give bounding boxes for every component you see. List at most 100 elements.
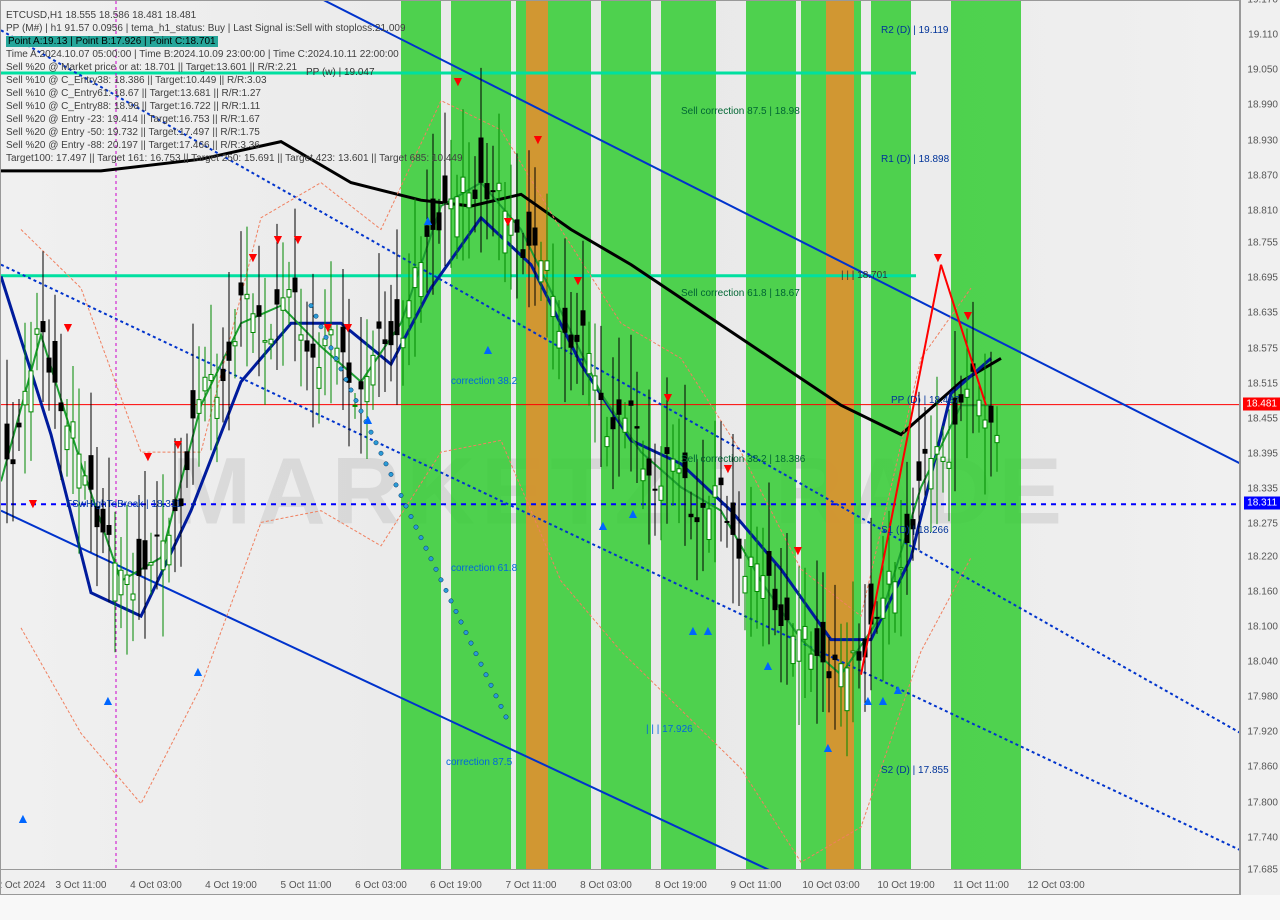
x-tick-label: 3 Oct 11:00 bbox=[56, 880, 107, 891]
session-band bbox=[661, 1, 716, 869]
y-tick-label: 18.930 bbox=[1247, 135, 1278, 146]
chart-annotation: Sell correction 87.5 | 18.98 bbox=[681, 106, 800, 117]
y-tick-label: 18.990 bbox=[1247, 100, 1278, 111]
y-tick-label: 18.455 bbox=[1247, 413, 1278, 424]
x-tick-label: 7 Oct 11:00 bbox=[506, 880, 557, 891]
arrow-down-icon: ▼ bbox=[661, 389, 675, 405]
arrow-up-icon: ▲ bbox=[626, 505, 640, 521]
y-tick-label: 19.170 bbox=[1247, 0, 1278, 6]
arrow-down-icon: ▼ bbox=[501, 213, 515, 229]
chart-annotation: correction 61.8 bbox=[451, 563, 517, 574]
y-tick-label: 18.810 bbox=[1247, 205, 1278, 216]
y-tick-label: 18.275 bbox=[1247, 519, 1278, 530]
arrow-up-icon: ▲ bbox=[761, 657, 775, 673]
info-text-line: ETCUSD,H1 18.555 18.586 18.481 18.481 bbox=[6, 10, 196, 21]
arrow-up-icon: ▲ bbox=[361, 411, 375, 427]
info-text-line: Target100: 17.497 || Target 161: 16.753 … bbox=[6, 153, 463, 164]
x-tick-label: 11 Oct 11:00 bbox=[953, 880, 1009, 891]
y-tick-label: 17.685 bbox=[1247, 865, 1278, 876]
arrow-up-icon: ▲ bbox=[891, 681, 905, 697]
arrow-down-icon: ▼ bbox=[721, 460, 735, 476]
chart-annotation: R1 (D) | 18.898 bbox=[881, 154, 949, 165]
session-band bbox=[451, 1, 511, 869]
y-tick-label: 19.110 bbox=[1248, 30, 1278, 41]
info-text-line: PP (M#) | h1 91.57 0.0956 | tema_h1_stat… bbox=[6, 23, 406, 34]
info-text-line: Sell %10 @ C_Entry61: 18.67 || Target:13… bbox=[6, 88, 261, 99]
y-tick-label: 18.695 bbox=[1247, 273, 1278, 284]
info-text-line: Point A:19.13 | Point B:17.926 | Point C… bbox=[6, 36, 218, 47]
x-tick-label: 9 Oct 11:00 bbox=[731, 880, 782, 891]
chart-annotation: R2 (D) | 19.119 bbox=[881, 25, 948, 36]
y-tick-label: 18.515 bbox=[1247, 378, 1278, 389]
y-axis: 19.170 19.110 19.050 18.990 18.930 18.870 18.8… bbox=[1240, 0, 1280, 895]
arrow-down-icon: ▼ bbox=[321, 319, 335, 335]
arrow-down-icon: ▼ bbox=[171, 436, 185, 452]
y-tick-label: 18.160 bbox=[1247, 586, 1278, 597]
arrow-up-icon: ▲ bbox=[701, 622, 715, 638]
arrow-down-icon: ▼ bbox=[26, 495, 40, 511]
chart-annotation: PP (D) | 18.487 bbox=[891, 395, 960, 406]
current-price-marker: 18.481 bbox=[1243, 397, 1280, 410]
x-tick-label: 8 Oct 03:00 bbox=[580, 880, 632, 891]
x-axis: 2 Oct 20243 Oct 11:004 Oct 03:004 Oct 19… bbox=[1, 869, 1240, 894]
arrow-up-icon: ▲ bbox=[191, 663, 205, 679]
arrow-up-icon: ▲ bbox=[686, 622, 700, 638]
arrow-down-icon: ▼ bbox=[571, 272, 585, 288]
x-tick-label: 6 Oct 19:00 bbox=[430, 880, 482, 891]
info-text-line: Sell %10 @ C_Entry38: 18.386 || Target:1… bbox=[6, 75, 267, 86]
chart-annotation: | | | 18.701 bbox=[841, 270, 888, 281]
arrow-down-icon: ▼ bbox=[451, 73, 465, 89]
arrow-down-icon: ▼ bbox=[246, 249, 260, 265]
arrow-up-icon: ▲ bbox=[821, 739, 835, 755]
arrow-up-icon: ▲ bbox=[421, 212, 435, 228]
info-text-line: Sell %20 @ Entry -23: 19.414 || Target:1… bbox=[6, 114, 260, 125]
arrow-up-icon: ▲ bbox=[16, 810, 30, 826]
y-tick-label: 19.050 bbox=[1247, 65, 1278, 76]
arrow-down-icon: ▼ bbox=[931, 249, 945, 265]
x-tick-label: 10 Oct 03:00 bbox=[802, 880, 859, 891]
arrow-down-icon: ▼ bbox=[271, 231, 285, 247]
x-tick-label: 2 Oct 2024 bbox=[0, 880, 45, 891]
arrow-up-icon: ▲ bbox=[101, 692, 115, 708]
session-band bbox=[746, 1, 796, 869]
x-tick-label: 6 Oct 03:00 bbox=[355, 880, 407, 891]
x-tick-label: 5 Oct 11:00 bbox=[281, 880, 332, 891]
y-tick-label: 17.920 bbox=[1247, 727, 1278, 738]
y-tick-label: 17.740 bbox=[1247, 832, 1278, 843]
chart-annotation: FSwHighToBreak | 18.311 bbox=[66, 499, 181, 510]
info-text-line: Sell %20 @ Market price or at: 18.701 ||… bbox=[6, 62, 297, 73]
x-tick-label: 12 Oct 03:00 bbox=[1027, 880, 1084, 891]
arrow-down-icon: ▼ bbox=[341, 319, 355, 335]
chart-annotation: PP (w) | 19.047 bbox=[306, 67, 375, 78]
x-tick-label: 10 Oct 19:00 bbox=[877, 880, 934, 891]
chart-annotation: Sell correction 61.8 | 18.67 bbox=[681, 288, 800, 299]
arrow-up-icon: ▲ bbox=[481, 341, 495, 357]
y-tick-label: 17.860 bbox=[1247, 762, 1278, 773]
y-tick-label: 17.980 bbox=[1247, 692, 1278, 703]
session-band bbox=[401, 1, 441, 869]
info-text-line: Time A:2024.10.07 05:00:00 | Time B:2024… bbox=[6, 49, 399, 60]
arrow-up-icon: ▲ bbox=[596, 517, 610, 533]
info-text-line: Sell %20 @ Entry -88: 20.197 || Target:1… bbox=[6, 140, 260, 151]
y-tick-label: 17.800 bbox=[1247, 797, 1278, 808]
session-band bbox=[871, 1, 911, 869]
info-text-line: Sell %10 @ C_Entry88: 18.98 || Target:16… bbox=[6, 101, 260, 112]
chart-annotation: correction 38.2 bbox=[451, 376, 517, 387]
arrow-down-icon: ▼ bbox=[291, 231, 305, 247]
y-tick-label: 18.870 bbox=[1247, 170, 1278, 181]
y-tick-label: 18.220 bbox=[1247, 551, 1278, 562]
y-tick-label: 18.635 bbox=[1247, 308, 1278, 319]
dash-price-marker: 18.311 bbox=[1244, 497, 1280, 510]
session-band bbox=[951, 1, 1021, 869]
arrow-down-icon: ▼ bbox=[531, 131, 545, 147]
arrow-up-icon: ▲ bbox=[876, 692, 890, 708]
chart-annotation: correction 87.5 bbox=[446, 757, 512, 768]
chart-annotation: Sell correction 38.2 | 18.386 bbox=[681, 454, 805, 465]
info-text-line: Sell %20 @ Entry -50: 19.732 || Target:1… bbox=[6, 127, 260, 138]
y-tick-label: 18.335 bbox=[1247, 484, 1278, 495]
chart-plot-area[interactable]: MARKETZ.TRADE ETCUSD,H1 18.555 18.586 18… bbox=[0, 0, 1240, 895]
y-tick-label: 18.395 bbox=[1247, 449, 1278, 460]
arrow-down-icon: ▼ bbox=[961, 307, 975, 323]
y-tick-label: 18.100 bbox=[1247, 621, 1278, 632]
x-tick-label: 4 Oct 19:00 bbox=[205, 880, 257, 891]
